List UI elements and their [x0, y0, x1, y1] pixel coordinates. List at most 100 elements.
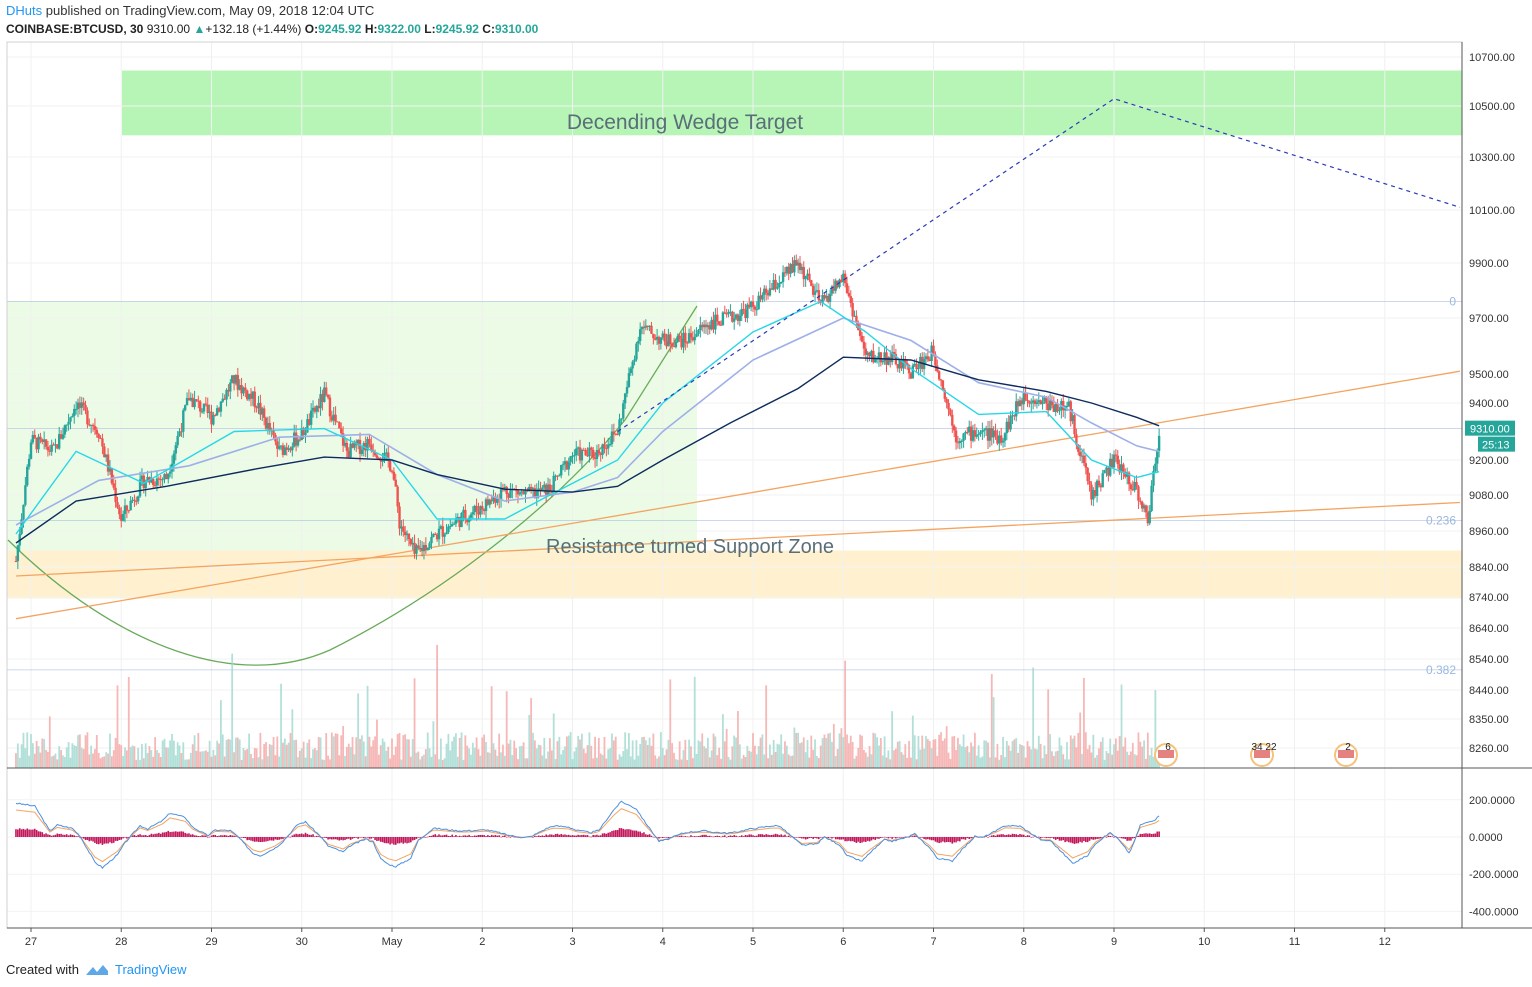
candle-body — [821, 295, 824, 303]
candle-body — [178, 431, 181, 437]
candle-body — [1037, 400, 1040, 403]
macd-histogram-bar — [105, 837, 108, 844]
volume-bar — [267, 756, 269, 768]
volume-bar — [78, 734, 81, 768]
candle-body — [607, 444, 610, 449]
macd-histogram-bar — [432, 834, 435, 837]
candle-body — [163, 474, 166, 480]
candle-body — [230, 375, 234, 383]
candle-body — [110, 468, 114, 484]
volume-bar — [37, 746, 40, 768]
volume-bar — [740, 758, 743, 768]
candle-body — [69, 417, 72, 422]
candle-body — [654, 338, 657, 340]
candle-body — [862, 341, 866, 349]
volume-bar — [189, 752, 192, 768]
candle-body — [182, 410, 185, 432]
candle-body — [1141, 501, 1144, 509]
candle-body — [420, 547, 424, 552]
volume-bar — [486, 752, 489, 768]
volume-bar — [671, 743, 674, 768]
volume-bar — [607, 749, 610, 768]
candle-body — [541, 487, 544, 492]
macd-histogram-bar — [537, 835, 540, 837]
volume-bar — [998, 759, 1001, 768]
volume-bar — [881, 755, 884, 768]
macd-histogram-bar — [1049, 837, 1051, 839]
candle-body — [680, 338, 683, 348]
volume-bar — [817, 758, 820, 768]
macd-histogram-bar — [705, 834, 707, 837]
macd-histogram-bar — [246, 837, 249, 841]
volume-bar — [345, 746, 348, 768]
candle-body — [979, 432, 982, 435]
volume-bar — [577, 736, 580, 768]
macd-histogram-bar — [97, 837, 100, 845]
macd-histogram-bar — [216, 835, 218, 837]
macd-histogram-bar — [353, 837, 356, 838]
volume-bar — [314, 748, 316, 768]
macd-histogram-bar — [880, 837, 882, 838]
candle-body — [1033, 400, 1037, 404]
volume-bar — [515, 748, 517, 768]
candle-body — [934, 354, 937, 366]
volume-bar — [1022, 746, 1025, 768]
macd-histogram-bar — [784, 834, 786, 837]
candle-body — [702, 324, 706, 328]
volume-bar — [590, 745, 593, 768]
candle-body — [714, 314, 717, 330]
volume-bar — [863, 750, 865, 768]
volume-bar — [761, 734, 764, 768]
macd-histogram-bar — [814, 837, 816, 839]
candle-body — [558, 475, 561, 477]
price-tick: 8840.00 — [1469, 562, 1509, 574]
macd-histogram-bar — [60, 833, 62, 837]
macd-histogram-bar — [1068, 837, 1070, 843]
symbol-label[interactable]: COINBASE:BTCUSD, 30 — [6, 22, 144, 36]
volume-bar — [146, 753, 149, 768]
volume-bar — [492, 743, 495, 768]
volume-bar — [103, 756, 106, 768]
created-with-label: Created with — [6, 962, 79, 977]
candle-body — [548, 484, 552, 492]
macd-histogram-bar — [1058, 837, 1061, 841]
macd-histogram-bar — [560, 833, 563, 837]
candle-body — [432, 533, 435, 537]
candle-body — [661, 333, 664, 338]
macd-histogram-bar — [242, 837, 245, 838]
volume-bar — [257, 757, 260, 768]
volume-bar — [695, 753, 698, 768]
macd-histogram-bar — [654, 836, 657, 838]
macd-histogram-bar — [592, 834, 594, 837]
volume-bar — [370, 746, 373, 768]
volume-bar — [942, 740, 944, 768]
macd-histogram-bar — [818, 837, 820, 840]
volume-bar — [776, 743, 779, 768]
candle-body — [217, 408, 221, 412]
macd-histogram-bar — [966, 837, 969, 839]
volume-bar — [902, 754, 905, 768]
volume-bar — [466, 745, 469, 768]
volume-bar — [885, 757, 888, 768]
macd-histogram-bar — [693, 836, 696, 837]
volume-bar — [581, 733, 583, 768]
author-link[interactable]: DHuts — [6, 3, 43, 18]
volume-bar — [180, 753, 183, 768]
macd-histogram-bar — [797, 837, 799, 838]
candle-body — [864, 348, 868, 355]
candle-body — [573, 455, 576, 457]
macd-histogram-bar — [663, 837, 666, 838]
volume-bar — [413, 678, 416, 768]
volume-bar — [471, 742, 474, 768]
macd-histogram-bar — [118, 837, 121, 841]
volume-bar — [124, 747, 126, 768]
macd-histogram-bar — [233, 835, 235, 837]
candle-body — [221, 398, 224, 402]
volume-bar — [327, 755, 329, 768]
macd-histogram-bar — [554, 833, 557, 837]
candle-body — [313, 407, 317, 412]
volume-bar — [203, 751, 205, 768]
tradingview-link[interactable]: TradingView — [114, 962, 187, 977]
candle-body — [926, 356, 930, 360]
